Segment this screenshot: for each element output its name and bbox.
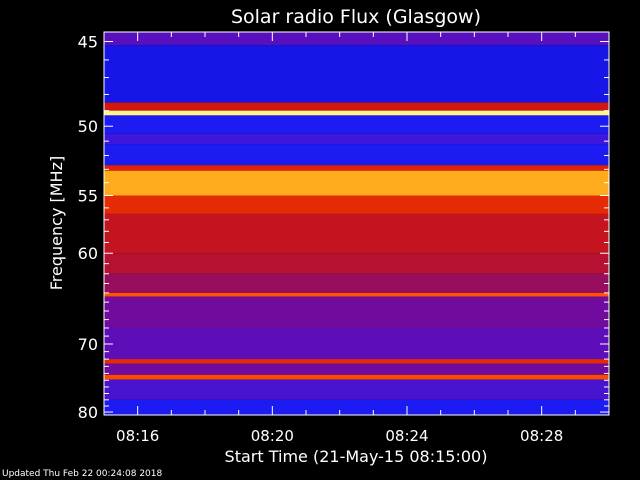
heatmap-band-13 bbox=[104, 292, 609, 297]
heatmap-band-18 bbox=[104, 374, 609, 380]
heatmap-band-8 bbox=[104, 170, 609, 196]
heatmap-band-11 bbox=[104, 253, 609, 274]
updated-timestamp: Updated Thu Feb 22 00:24:08 2018 bbox=[2, 469, 163, 479]
heatmap-band-1 bbox=[104, 45, 609, 103]
heatmap-band-16 bbox=[104, 359, 609, 364]
heatmap-band-14 bbox=[104, 296, 609, 328]
y-tick-label: 45 bbox=[78, 33, 98, 52]
x-axis-label: Start Time (21-May-15 08:15:00) bbox=[225, 447, 488, 466]
x-tick-label: 08:16 bbox=[116, 427, 159, 445]
heatmap-band-4 bbox=[104, 115, 609, 134]
plot-frame bbox=[103, 31, 610, 416]
heatmap-band-12 bbox=[104, 273, 609, 293]
y-axis-label: Frequency [MHz] bbox=[47, 156, 66, 290]
heatmap-area bbox=[104, 32, 609, 415]
heatmap-band-17 bbox=[104, 363, 609, 375]
x-tick-label: 08:28 bbox=[520, 427, 563, 445]
y-tick-label: 70 bbox=[78, 335, 98, 354]
x-tick-label: 08:24 bbox=[385, 427, 428, 445]
heatmap-band-9 bbox=[104, 195, 609, 214]
heatmap-band-6 bbox=[104, 144, 609, 166]
axis-ticks: 08:16 08:20 08:24 08:28 45 50 55 60 70 80 bbox=[78, 32, 610, 445]
heatmap-band-15 bbox=[104, 327, 609, 360]
y-tick-label: 60 bbox=[78, 244, 98, 263]
heatmap-band-3 bbox=[104, 110, 609, 116]
y-tick-label: 55 bbox=[78, 187, 98, 206]
heatmap-band-10 bbox=[104, 213, 609, 254]
x-tick-label: 08:20 bbox=[251, 427, 294, 445]
heatmap-band-5 bbox=[104, 133, 609, 145]
heatmap-band-19 bbox=[104, 379, 609, 400]
chart-title: Solar radio Flux (Glasgow) bbox=[231, 6, 481, 28]
y-tick-label: 50 bbox=[78, 117, 98, 136]
heatmap-band-2 bbox=[104, 102, 609, 111]
heatmap-band-0 bbox=[104, 32, 609, 46]
heatmap-band-7 bbox=[104, 165, 609, 171]
y-tick-label: 80 bbox=[78, 403, 98, 422]
heatmap-band-20 bbox=[104, 399, 609, 415]
